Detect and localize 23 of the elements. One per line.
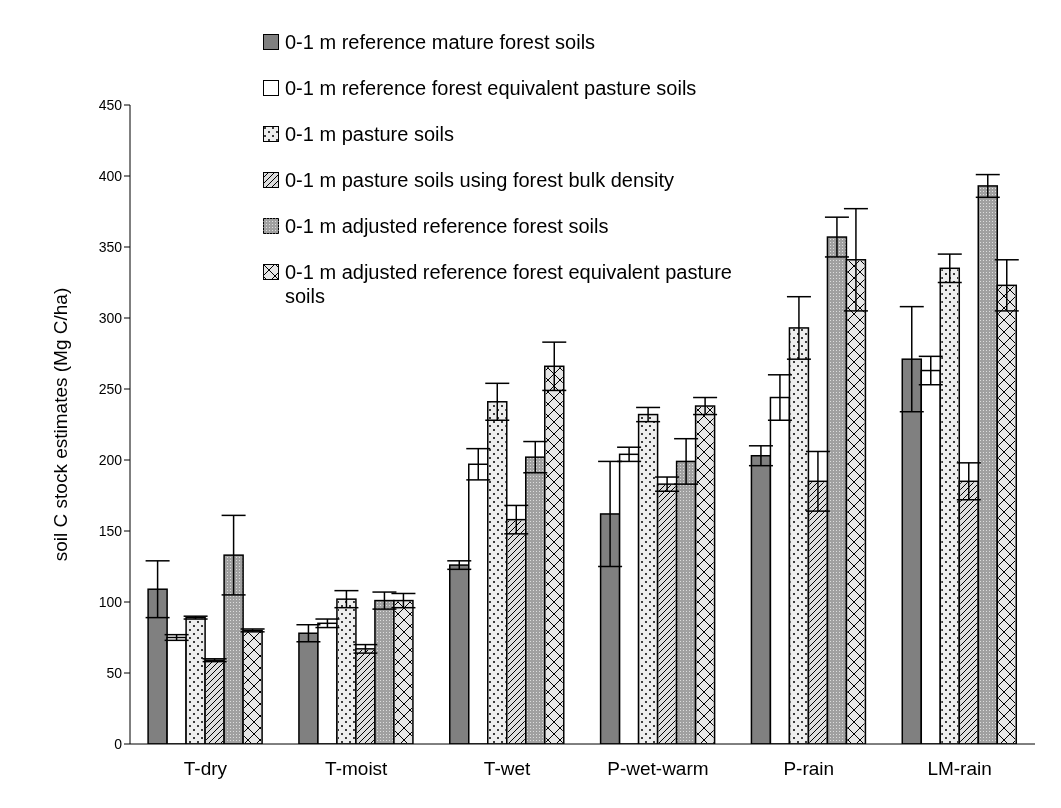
y-tick-label: 300 [98, 309, 123, 326]
y-tick-label: 400 [98, 167, 123, 184]
legend-label: 0-1 m adjusted reference forest soils [285, 214, 609, 238]
y-tick-label: 200 [98, 451, 123, 468]
legend-label: 0-1 m reference mature forest soils [285, 30, 596, 54]
y-axis-title: soil C stock estimates (Mg C/ha) [49, 287, 71, 562]
x-tick-label: T-wet [483, 758, 532, 780]
x-tick-label: T-moist [325, 758, 389, 780]
x-tick-label: LM-rain [927, 758, 992, 780]
y-tick-label: 250 [98, 380, 123, 397]
legend-label: 0-1 m reference forest equivalent pasture soils [285, 76, 697, 100]
y-tick-label: 100 [98, 593, 123, 610]
legend-label: 0-1 m pasture soils using forest bulk density [285, 168, 675, 192]
x-tick-label: T-dry [183, 758, 228, 780]
y-tick-label: 450 [98, 96, 123, 113]
y-tick-label: 350 [98, 238, 123, 255]
x-tick-label: P-rain [783, 758, 835, 780]
y-tick-label: 0 [114, 735, 123, 752]
legend-label: 0-1 m pasture soils [285, 122, 454, 146]
y-tick-label: 50 [106, 664, 123, 681]
y-tick-label: 150 [98, 522, 123, 539]
legend-label: 0-1 m adjusted reference forest equivalent pasture soils [285, 260, 733, 308]
x-tick-label: P-wet-warm [607, 758, 709, 780]
